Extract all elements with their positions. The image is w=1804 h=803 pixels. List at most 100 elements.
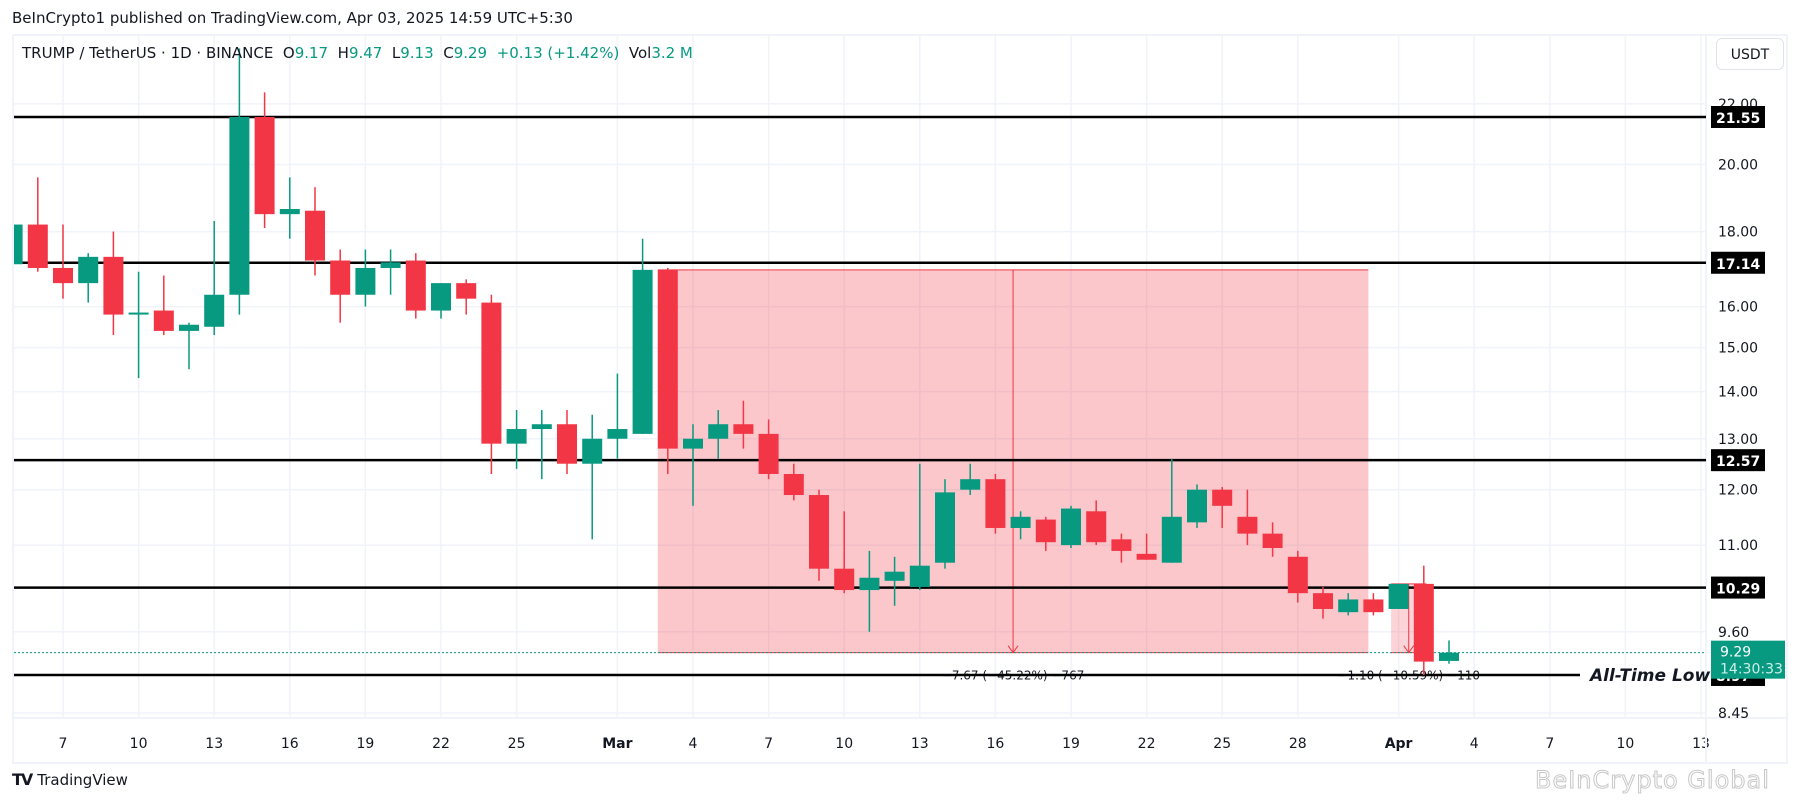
all-time-low-label: All-Time Low - xyxy=(1588,666,1723,686)
candle-up xyxy=(431,283,451,311)
candle-up xyxy=(632,269,653,434)
tradingview-brand: TradingView xyxy=(37,770,128,789)
x-axis-label: 7 xyxy=(59,736,68,752)
candle-up xyxy=(229,116,250,295)
candle-down xyxy=(53,267,73,284)
candle-up xyxy=(909,565,930,587)
level-price-text: 12.57 xyxy=(1716,454,1760,470)
x-axis-label: 13 xyxy=(911,736,929,752)
published-caption: BeInCrypto1 published on TradingView.com… xyxy=(12,9,573,27)
x-axis-label: 22 xyxy=(1138,736,1156,752)
candle-up xyxy=(1010,516,1031,528)
candle-down xyxy=(27,224,48,268)
candle-up xyxy=(1161,516,1182,563)
candle-down xyxy=(1212,489,1233,506)
candle-down xyxy=(330,260,351,295)
bar-countdown: 14:30:33 xyxy=(1720,662,1783,678)
candle-down xyxy=(834,568,855,591)
candle-down xyxy=(1313,593,1333,609)
symbol-legend: TRUMP / TetherUS · 1D · BINANCE O9.17 H9… xyxy=(22,44,693,62)
last-price-value: 9.29 xyxy=(1720,645,1751,661)
candle-up xyxy=(506,429,527,444)
volume-value: 3.2 M xyxy=(651,44,693,62)
candle-down xyxy=(103,256,124,315)
x-axis-label: 4 xyxy=(689,736,698,752)
candle-up xyxy=(128,312,149,315)
x-axis-label: 7 xyxy=(1545,736,1554,752)
candle-down xyxy=(153,310,174,331)
level-price-text: 17.14 xyxy=(1716,257,1761,273)
candle-up xyxy=(960,479,981,490)
candle-down xyxy=(758,433,779,474)
y-axis-label: 9.60 xyxy=(1718,625,1749,641)
level-price-tag xyxy=(1711,449,1765,472)
x-axis-label: 10 xyxy=(130,736,148,752)
tradingview-logo[interactable]: TV TradingView xyxy=(12,770,128,789)
candle-down xyxy=(1136,553,1157,560)
y-axis-label: 14.00 xyxy=(1718,385,1758,401)
symbol-title[interactable]: TRUMP / TetherUS · 1D · BINANCE xyxy=(22,44,274,62)
level-price-tag xyxy=(1711,105,1765,128)
candle-up xyxy=(179,324,199,331)
level-price-tag xyxy=(1711,251,1765,274)
candle-up xyxy=(204,294,225,327)
x-axis-label: 25 xyxy=(508,736,526,752)
candle-down xyxy=(481,302,502,444)
y-axis-label: 16.00 xyxy=(1718,300,1758,316)
y-axis-label: 8.45 xyxy=(1718,706,1749,722)
candle-down xyxy=(254,116,275,215)
change-value: +0.13 (+1.42%) xyxy=(496,44,620,62)
tradingview-logo-icon: TV xyxy=(12,770,33,789)
close-label: C xyxy=(443,44,454,62)
candle-up xyxy=(935,492,955,563)
candle-down xyxy=(783,473,804,496)
y-axis-label: 13.00 xyxy=(1718,432,1758,448)
low-value: 9.13 xyxy=(400,44,434,62)
x-axis-label: 16 xyxy=(281,736,299,752)
candle-down xyxy=(657,269,678,449)
open-value: 9.17 xyxy=(294,44,329,62)
last-price-tag xyxy=(1711,640,1785,679)
candle-down xyxy=(1413,583,1434,662)
close-value: 9.29 xyxy=(453,44,488,62)
candle-down xyxy=(1287,556,1308,594)
x-axis-label: 4 xyxy=(1470,736,1479,752)
candle-down xyxy=(1237,516,1258,534)
candle-down xyxy=(985,479,1006,528)
low-label: L xyxy=(391,44,401,62)
candle-down xyxy=(1086,511,1107,543)
high-label: H xyxy=(337,44,349,62)
x-axis-label: Mar xyxy=(602,736,632,752)
candle-down xyxy=(1035,519,1056,543)
x-axis-label: 28 xyxy=(1289,736,1307,752)
candle-down xyxy=(305,210,325,261)
y-axis-label: 11.00 xyxy=(1718,538,1758,554)
candle-up xyxy=(531,424,552,430)
candle-up xyxy=(1061,508,1081,546)
candle-up xyxy=(708,424,729,439)
x-axis-label: 19 xyxy=(1062,736,1080,752)
candle-down xyxy=(456,283,477,299)
candle-down xyxy=(809,495,829,569)
open-label: O xyxy=(282,44,295,62)
level-price-text: 10.29 xyxy=(1716,582,1760,598)
y-axis-label: 18.00 xyxy=(1718,225,1758,241)
currency-button[interactable]: USDT xyxy=(1716,38,1784,70)
x-axis-label: 16 xyxy=(986,736,1004,752)
candle-up xyxy=(380,262,401,268)
volume-label: Vol xyxy=(628,44,652,62)
candle-up xyxy=(355,267,376,295)
candle-up xyxy=(1439,652,1459,661)
candle-up xyxy=(582,438,603,464)
high-value: 9.47 xyxy=(348,44,383,62)
candle-up xyxy=(859,577,880,591)
candle-up xyxy=(683,438,703,449)
candle-down xyxy=(1111,539,1132,551)
candle-down xyxy=(1262,533,1283,549)
chart-frame xyxy=(12,34,1788,764)
y-axis-label: 12.00 xyxy=(1718,483,1758,499)
candle-up xyxy=(1388,583,1409,609)
y-axis-label: 15.00 xyxy=(1718,341,1758,357)
level-price-tag xyxy=(1711,576,1765,599)
